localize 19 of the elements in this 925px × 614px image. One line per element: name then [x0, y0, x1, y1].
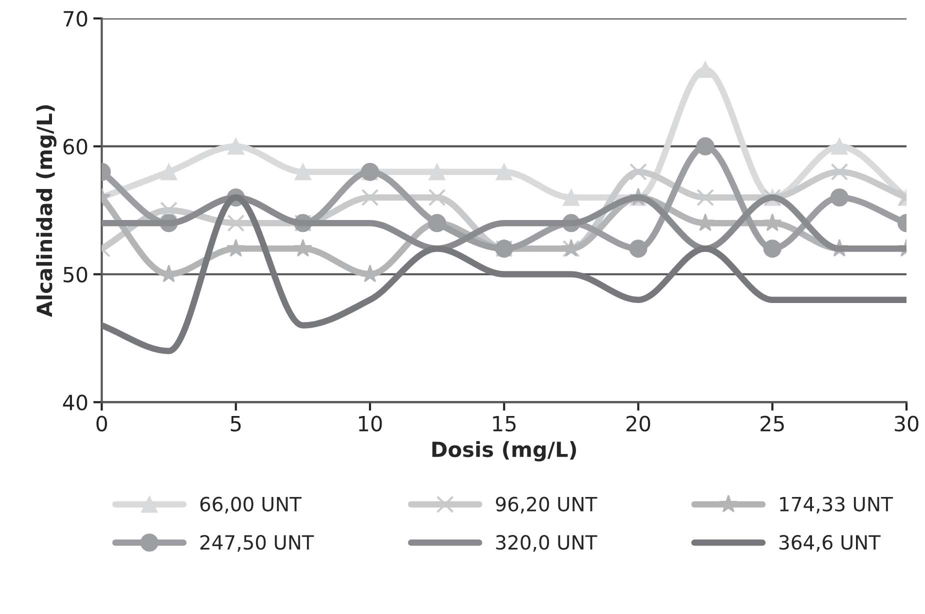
y-axis-title: Alcalinidad (mg/L)	[36, 105, 56, 317]
x-axis-title: Dosis (mg/L)	[432, 441, 576, 462]
legend-label: 66,00 UNT	[200, 496, 302, 514]
legend-label: 247,50 UNT	[200, 535, 314, 552]
y-tick-label: 50	[64, 266, 88, 282]
legend-label: 364,6 UNT	[779, 535, 881, 552]
x-tick-label: 10	[359, 416, 382, 432]
x-tick-label: 25	[760, 416, 784, 432]
y-tick-label: 40	[63, 394, 88, 410]
y-tick-label: 70	[64, 10, 88, 27]
legend-label: 96,20 UNT	[496, 496, 598, 514]
x-tick-label: 0	[96, 416, 107, 432]
x-tick-label: 5	[230, 416, 241, 432]
x-tick-label: 15	[493, 416, 516, 432]
x-tick-label: 30	[894, 416, 918, 432]
legend-label: 320,0 UNT	[496, 535, 598, 552]
legend-label: 174,33 UNT	[780, 496, 893, 514]
y-tick-label: 60	[64, 138, 88, 155]
x-tick-label: 20	[626, 416, 650, 432]
